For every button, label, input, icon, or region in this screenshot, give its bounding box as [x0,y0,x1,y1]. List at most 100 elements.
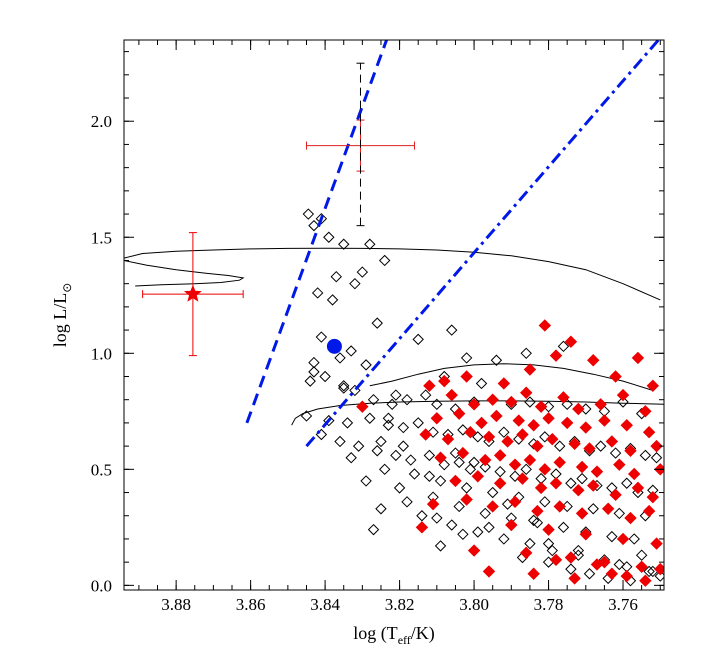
red-diamond-point [624,444,637,457]
evolutionary-track [369,363,653,391]
open-diamond-point [360,475,372,487]
open-diamond-point [460,482,473,494]
red-diamond-point [579,528,593,541]
open-diamond-point [434,475,447,487]
red-diamond-point [609,370,622,383]
open-diamond-point [594,440,607,452]
red-diamond-point [575,507,589,520]
open-diamond-point [613,507,626,520]
red-diamond-point [479,453,492,467]
open-diamond-point [531,516,544,529]
blue-circle-marker [326,338,342,354]
open-diamond-point [300,410,313,422]
open-diamond-point [334,352,346,364]
open-diamond-point [520,463,532,476]
open-diamond-series [300,208,664,587]
red-diamond-point [493,477,507,490]
open-diamond-point [323,231,335,243]
open-diamond-point [419,389,432,401]
red-diamond-point [426,497,440,511]
red-diamond-point [534,400,548,413]
red-diamond-point [572,484,585,497]
open-diamond-point [613,558,626,571]
open-diamond-point [565,563,577,575]
red-diamond-point [616,532,630,546]
open-diamond-point [378,463,391,476]
x-tick-label: 3.88 [161,595,191,614]
y-tick-label: 0.5 [91,460,112,479]
plot-frame [123,39,665,591]
red-diamond-point [609,488,622,502]
red-diamond-point [546,432,559,446]
red-diamond-point [598,414,611,427]
red-diamond-point [646,379,660,392]
red-diamond-point [616,388,630,402]
red-diamond-point [601,502,615,515]
red-diamond-point [639,405,652,418]
open-diamond-point [401,496,413,508]
open-diamond-point [509,470,521,482]
y-axis-title: log L/L⊙ [50,283,74,348]
red-diamond-point [516,472,529,485]
special-points [142,62,415,357]
open-diamond-point [364,238,376,250]
open-diamond-point [367,523,380,536]
red-diamond-point [430,412,444,425]
red-diamond-point [438,374,451,388]
open-diamond-point [338,380,350,392]
open-diamond-point [609,447,622,459]
open-diamond-point [405,454,417,466]
red-diamond-point [587,479,600,492]
open-diamond-point [453,500,465,513]
open-diamond-point [460,352,473,364]
red-diamond-point [508,495,522,509]
red-diamond-point [471,470,485,483]
open-diamond-point [606,530,618,543]
red-diamond-point [356,400,369,413]
red-diamond-point [564,335,578,348]
red-diamond-point [531,504,544,518]
open-diamond-point [375,503,387,515]
open-diamond-point [308,356,320,369]
open-diamond-point [524,537,536,550]
red-diamond-point [445,388,458,402]
red-diamond-point [587,354,600,367]
red-diamond-point [482,430,496,444]
open-diamond-point [397,421,410,434]
open-diamond-point [308,219,320,232]
open-diamond-point [542,537,555,550]
red-star-marker [184,284,202,302]
open-diamond-point [412,333,424,346]
y-tick-label: 0.0 [91,576,112,595]
red-diamond-point [557,391,570,404]
data-layer [124,40,664,587]
red-diamond-point [560,416,574,430]
open-diamond-point [557,521,570,534]
red-diamond-point [590,558,604,571]
red-diamond-point [613,458,626,471]
red-diamond-point [646,490,660,504]
axis-ticks [124,40,664,590]
red-diamond-point [650,439,663,453]
x-tick-label: 3.86 [236,595,266,614]
open-diamond-point [338,382,350,394]
red-diamond-point [631,481,645,495]
open-diamond-point [650,452,663,464]
red-diamond-point [620,569,633,583]
red-diamond-point [505,518,518,532]
open-diamond-point [587,503,599,515]
open-diamond-point [349,277,361,290]
open-diamond-point [632,486,644,499]
red-diamond-point [542,412,555,425]
open-diamond-point [554,440,566,452]
red-diamond-point [441,432,455,446]
open-diamond-point [315,212,328,225]
red-diamond-point [627,467,641,481]
red-diamond-point [467,544,481,557]
red-diamond-point [583,442,596,455]
x-tick-label: 3.84 [310,595,340,614]
open-diamond-point [311,287,324,299]
open-diamond-point [352,440,365,452]
open-diamond-point [345,345,357,357]
open-diamond-point [635,549,648,561]
